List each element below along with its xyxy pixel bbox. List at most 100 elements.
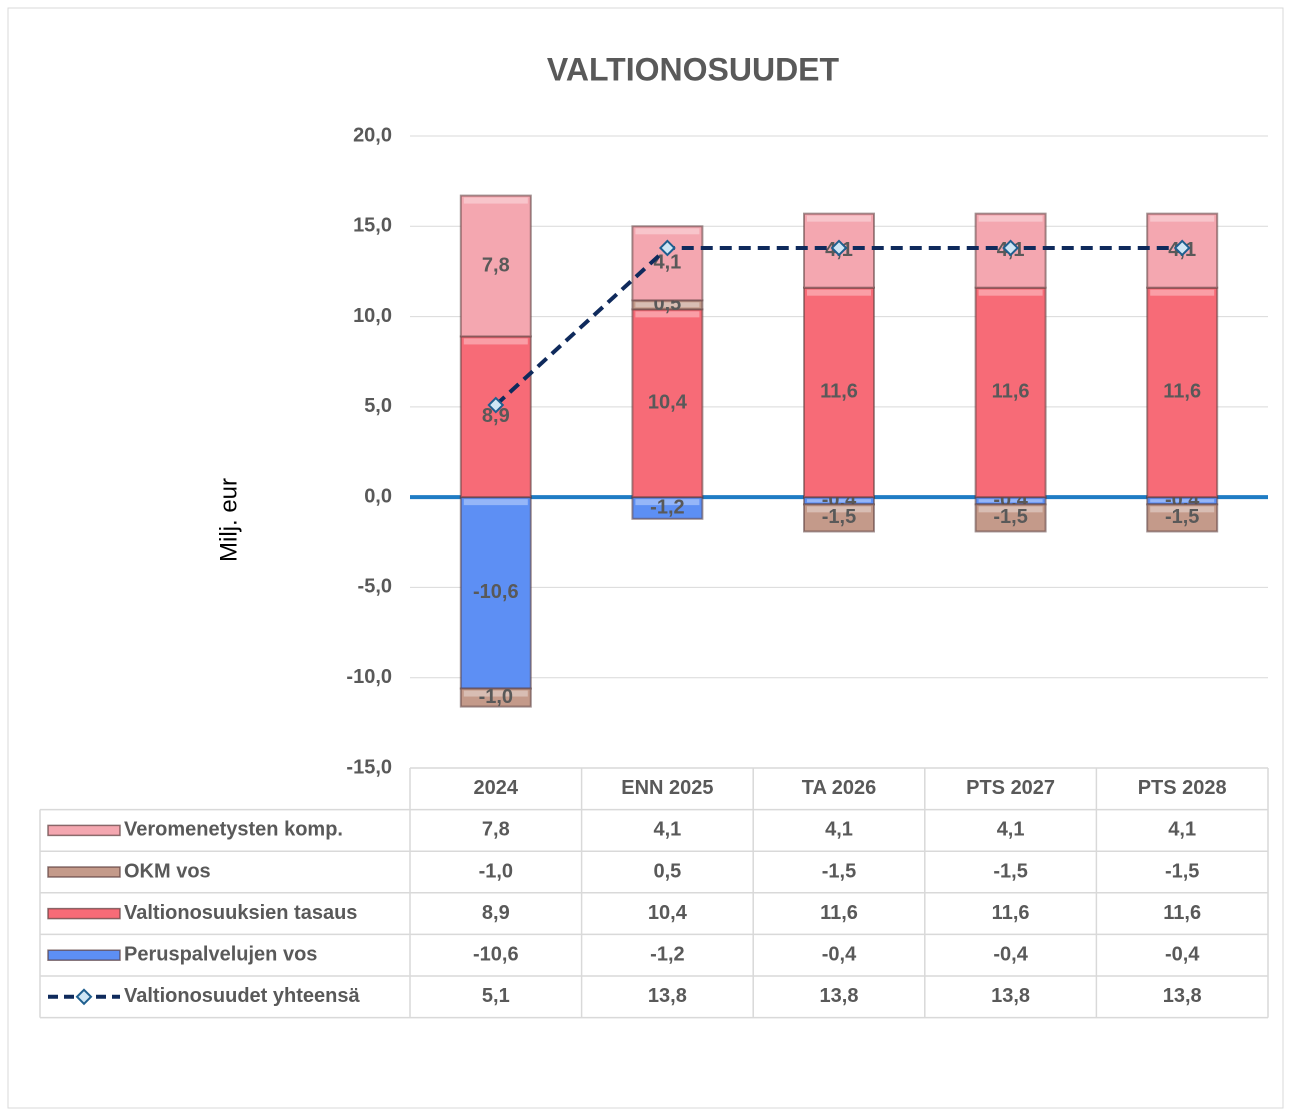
table-cell: -0,4	[822, 943, 857, 965]
legend-label: Veromenetysten komp.	[124, 819, 343, 841]
table-cell: -1,2	[650, 943, 684, 965]
table-cell: 13,8	[820, 985, 859, 1007]
chart-title: VALTIONOSUUDET	[547, 51, 840, 87]
bar-highlight	[1150, 289, 1215, 296]
legend-key	[47, 907, 121, 920]
bar	[974, 503, 1047, 533]
line-marker	[658, 239, 676, 257]
legend-key	[47, 949, 121, 961]
legend-label: Valtionosuuksien tasaus	[124, 902, 357, 924]
data-label: 10,4	[648, 392, 688, 414]
bar-highlight	[635, 311, 700, 318]
table-cell: 4,1	[825, 819, 853, 841]
bar-highlight	[807, 499, 871, 503]
bar-highlight	[463, 499, 528, 506]
bar-highlight	[978, 499, 1043, 503]
bar	[803, 503, 875, 533]
bar-highlight	[635, 499, 700, 506]
y-tick-label: 15,0	[353, 215, 392, 237]
line-marker	[487, 396, 505, 414]
bar	[459, 194, 532, 338]
table-cell: -1,5	[822, 860, 856, 882]
bar-highlight	[463, 338, 528, 345]
data-label: 11,6	[992, 381, 1030, 403]
bar-highlight	[807, 215, 871, 222]
table-cell: 5,1	[482, 985, 510, 1007]
bar	[631, 225, 704, 302]
data-label: -1,0	[479, 686, 513, 708]
data-label: -1,5	[822, 506, 856, 528]
y-axis-label: Milj. eur	[215, 478, 242, 562]
bar-highlight	[1150, 506, 1215, 513]
bar	[459, 687, 532, 708]
table-cell: 4,1	[997, 819, 1025, 841]
bar-highlight	[1150, 215, 1215, 222]
data-label: 4,1	[653, 252, 681, 274]
bar-highlight	[463, 690, 528, 697]
table-header: PTS 2028	[1138, 777, 1227, 799]
data-label: -1,5	[993, 506, 1027, 528]
table-cell: 13,8	[648, 985, 687, 1007]
bar-highlight	[978, 289, 1043, 296]
bar	[459, 496, 532, 690]
bar-highlight	[978, 506, 1043, 513]
bar-highlight	[807, 506, 871, 513]
line-marker	[830, 239, 848, 257]
table-cell: 13,8	[1163, 985, 1202, 1007]
legend-key	[47, 866, 121, 878]
table-cell: 11,6	[992, 902, 1030, 924]
legend-key	[47, 824, 121, 837]
table-cell: 0,5	[653, 860, 681, 882]
table-cell: 11,6	[1163, 902, 1201, 924]
table-header: PTS 2027	[966, 777, 1055, 799]
table-header: ENN 2025	[621, 777, 713, 799]
table-cell: 8,9	[482, 902, 510, 924]
legend-label: Valtionosuudet yhteensä	[124, 985, 360, 1007]
table-cell: -1,5	[993, 860, 1027, 882]
table-header: TA 2026	[802, 777, 876, 799]
y-tick-label: 0,0	[364, 485, 392, 507]
y-tick-label: 10,0	[353, 305, 392, 327]
bar	[1146, 503, 1219, 533]
data-label: 11,6	[820, 381, 858, 403]
y-tick-label: 20,0	[353, 124, 392, 146]
data-label: 11,6	[1163, 381, 1201, 403]
bar	[459, 335, 532, 499]
bar-highlight	[463, 197, 528, 204]
legend-label: Peruspalvelujen vos	[124, 943, 317, 965]
bar	[974, 286, 1047, 499]
data-label: -1,5	[1165, 506, 1199, 528]
bar-highlight	[635, 302, 700, 308]
table-cell: 4,1	[1168, 819, 1196, 841]
data-label: -10,6	[473, 581, 519, 603]
table-cell: 10,4	[648, 902, 688, 924]
data-label: -1,2	[650, 496, 684, 518]
line-marker	[1173, 239, 1191, 257]
table-header: 2024	[474, 777, 519, 799]
chart-frame	[7, 7, 1284, 1109]
y-tick-label: 5,0	[364, 395, 392, 417]
legend-key-marker	[75, 988, 93, 1006]
table-cell: 13,8	[991, 985, 1030, 1007]
line-marker	[1002, 239, 1020, 257]
bar	[803, 286, 875, 499]
table-cell: -0,4	[1165, 943, 1200, 965]
table-cell: -1,5	[1165, 860, 1199, 882]
bar-highlight	[807, 289, 871, 296]
table-cell: 11,6	[820, 902, 858, 924]
data-label: 7,8	[482, 254, 510, 276]
y-tick-label: -10,0	[346, 666, 392, 688]
bar-highlight	[978, 215, 1043, 222]
table-cell: -1,0	[479, 860, 513, 882]
legend-label: OKM vos	[124, 860, 211, 882]
bar-highlight	[1150, 499, 1215, 503]
table-cell: 4,1	[653, 819, 681, 841]
table-cell: -0,4	[993, 943, 1028, 965]
data-label: 8,9	[482, 405, 510, 427]
bar-highlight	[635, 228, 700, 235]
table-cell: -10,6	[473, 943, 519, 965]
y-tick-label: -15,0	[346, 756, 392, 778]
table-cell: 7,8	[482, 819, 510, 841]
y-tick-label: -5,0	[358, 576, 392, 598]
